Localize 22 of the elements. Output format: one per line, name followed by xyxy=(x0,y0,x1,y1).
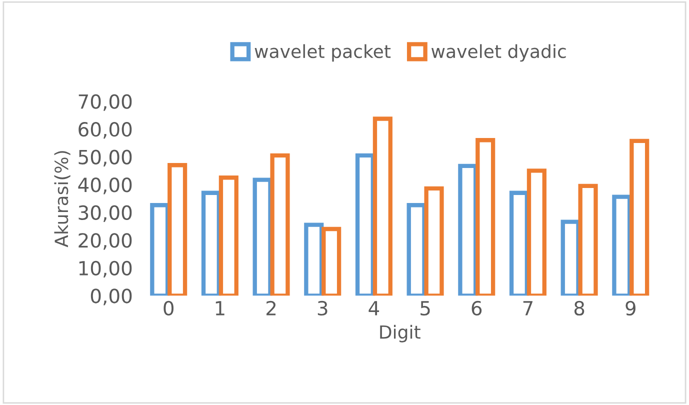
x-tick-label: 2 xyxy=(266,300,276,316)
x-tick-label: 4 xyxy=(368,301,380,316)
x-tick-label: 9 xyxy=(626,300,636,316)
x-tick-label: 8 xyxy=(574,300,584,316)
y-tick-label: 20,00 xyxy=(78,233,132,250)
y-axis-title: Akurasi(%) xyxy=(54,151,70,248)
y-tick-label: 40,00 xyxy=(78,178,132,194)
y-tick-label: 0,00 xyxy=(90,288,132,306)
x-axis-title: Digit xyxy=(380,324,420,342)
y-tick-label: 50,00 xyxy=(78,150,132,166)
y-tick-label: 60,00 xyxy=(78,122,132,139)
y-tick-label: 10,00 xyxy=(79,260,132,278)
legend-label: wavelet packet xyxy=(254,44,391,62)
x-tick-label: 1 xyxy=(216,301,224,316)
y-tick-label: 70,00 xyxy=(78,94,132,111)
x-tick-label: 5 xyxy=(420,301,430,316)
x-tick-label: 6 xyxy=(472,300,482,316)
legend-label: wavelet dyadic xyxy=(431,44,566,62)
y-tick-label: 30,00 xyxy=(78,205,132,222)
x-tick-label: 3 xyxy=(318,300,328,316)
x-tick-label: 0 xyxy=(164,300,174,316)
x-tick-label: 7 xyxy=(523,301,532,316)
